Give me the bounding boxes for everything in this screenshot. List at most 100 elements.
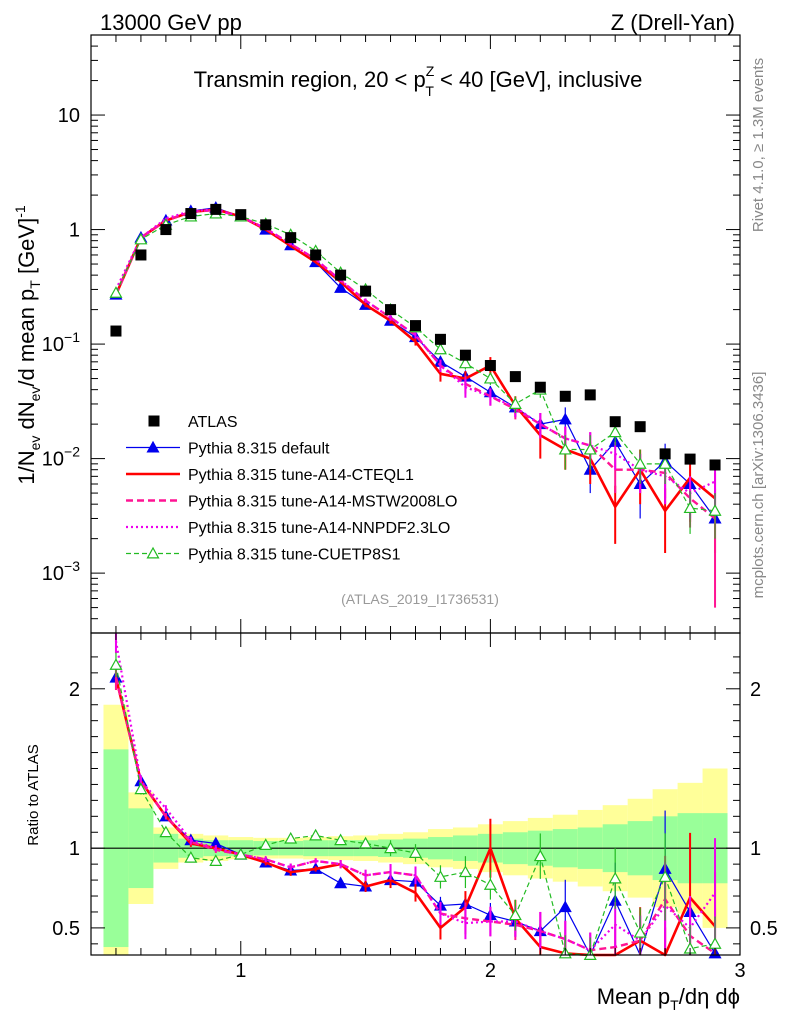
atlas-point: [285, 232, 297, 244]
ratio-point-cuetp8s1: [433, 870, 447, 882]
ratio-y-tick-label: 2: [69, 679, 80, 701]
legend-marker-cuetp8s1: [146, 546, 160, 559]
legend-label-default: Pythia 8.315 default: [188, 441, 330, 458]
main-y-tick-labels: 10 1 10−1 10−2 10−3: [42, 105, 80, 585]
atlas-point: [385, 304, 397, 316]
ratio-point-cuetp8s1: [309, 828, 323, 841]
legend-label-mstw: Pythia 8.315 tune-A14-MSTW2008LO: [188, 494, 457, 511]
atlas-point: [509, 371, 521, 383]
main-axis-ticks: [91, 34, 740, 634]
mcplots-credit: mcplots.cern.ch [arXiv:1306.3436]: [750, 372, 767, 599]
atlas-point: [434, 333, 446, 345]
x-tick-label: 3: [734, 960, 745, 982]
y-axis-title: 1/Nev dNev/d mean pT [GeV]-1: [12, 205, 43, 485]
legend-marker-atlas: [148, 415, 160, 427]
point-default: [334, 281, 348, 293]
point-cuetp8s1: [134, 232, 148, 245]
ratio-point-cuetp8s1: [159, 825, 173, 838]
legend-label-cteql1: Pythia 8.315 tune-A14-CTEQL1: [188, 467, 414, 484]
point-cuetp8s1: [658, 457, 672, 469]
y-tick-label: 1: [69, 220, 80, 242]
ratio-point-default: [334, 876, 348, 889]
ratio-point-cuetp8s1: [109, 658, 123, 670]
legend: ATLAS Pythia 8.315 default Pythia 8.315 tu…: [126, 414, 457, 564]
atlas-point: [110, 325, 122, 337]
ratio-point-cuetp8s1: [284, 831, 298, 844]
ratio-point-cuetp8s1: [658, 870, 672, 882]
ratio-point-cuetp8s1: [708, 937, 722, 949]
atlas-point: [410, 320, 421, 332]
atlas-data-markers: [110, 203, 721, 471]
ratio-point-cuetp8s1: [209, 854, 223, 866]
ratio-frame: [90, 632, 741, 956]
atlas-point: [459, 349, 471, 361]
collision-label: 13000 GeV pp: [100, 10, 242, 35]
ratio-uncertainty-bands: [91, 704, 740, 955]
ratio-point-cuetp8s1: [608, 871, 622, 884]
y-tick-label: 10−2: [42, 444, 80, 471]
ratio-point-cuetp8s1: [508, 908, 522, 921]
ratio-series: [109, 633, 722, 961]
ratio-point-cuetp8s1: [334, 833, 348, 846]
ratio-point-cuetp8s1: [633, 925, 647, 938]
atlas-point: [484, 360, 496, 372]
atlas-point: [584, 389, 596, 401]
atlas-point: [260, 219, 272, 231]
legend-label-nnpdf: Pythia 8.315 tune-A14-NNPDF2.3LO: [188, 520, 450, 537]
ratio-point-cuetp8s1: [483, 878, 497, 890]
atlas-point: [709, 459, 721, 471]
atlas-point: [609, 416, 621, 428]
point-cuetp8s1: [583, 442, 597, 455]
point-cuetp8s1: [708, 504, 722, 516]
x-tick-label: 2: [485, 960, 496, 982]
atlas-point: [634, 421, 646, 433]
atlas-point: [135, 249, 147, 261]
atlas-point: [160, 224, 172, 236]
ratio-point-cuetp8s1: [359, 836, 373, 849]
process-label: Z (Drell-Yan): [611, 10, 735, 35]
ratio-point-cuetp8s1: [384, 841, 398, 854]
legend-entry-cteql1: Pythia 8.315 tune-A14-CTEQL1: [126, 467, 414, 484]
y-tick-label: 10−3: [42, 558, 80, 585]
legend-marker-default: [146, 440, 160, 453]
ratio-point-cuetp8s1: [408, 846, 423, 858]
ratio-y-axis-title: Ratio to ATLAS: [25, 744, 42, 845]
atlas-point: [559, 390, 571, 402]
legend-entry-cuetp8s1: Pythia 8.315 tune-CUETP8S1: [126, 547, 401, 564]
point-cuetp8s1: [508, 397, 522, 409]
ratio-y-tick-label-right: 2: [750, 679, 761, 701]
legend-entry-nnpdf: Pythia 8.315 tune-A14-NNPDF2.3LO: [126, 520, 450, 537]
ratio-point-cuetp8s1: [184, 851, 198, 863]
point-cuetp8s1: [458, 356, 472, 369]
ratio-tick-labels: 0.5 0.5 1 1 2 2 1 2 3: [52, 679, 778, 982]
point-default: [558, 412, 572, 425]
legend-label-atlas: ATLAS: [188, 414, 238, 431]
atlas-point: [310, 249, 322, 261]
legend-entry-default: Pythia 8.315 default: [126, 441, 330, 458]
atlas-point: [534, 381, 546, 393]
x-tick-label: 1: [235, 960, 246, 982]
ratio-y-tick-label: 0.5: [52, 918, 80, 940]
series-cuetp8s1: [109, 206, 722, 539]
point-cuetp8s1: [633, 457, 647, 469]
ratio-point-cuetp8s1: [134, 782, 148, 795]
ratio-y-tick-label: 1: [69, 838, 80, 860]
legend-entry-mstw: Pythia 8.315 tune-A14-MSTW2008LO: [126, 494, 457, 511]
x-axis-title: Mean pT/dη dϕ: [597, 984, 740, 1013]
ratio-point-cuetp8s1: [259, 838, 273, 851]
atlas-point: [335, 269, 347, 281]
atlas-point: [360, 285, 372, 297]
chart-title: Transmin region, 20 < pZ T < 40 [GeV], in…: [194, 63, 643, 99]
point-cuetp8s1: [433, 342, 447, 355]
atlas-point: [185, 208, 197, 220]
ratio-point-cuetp8s1: [458, 865, 472, 878]
ratio-point-default: [558, 900, 572, 913]
y-tick-label: 10: [58, 105, 80, 127]
ratio-series-nnpdf: [114, 633, 717, 955]
analysis-watermark: (ATLAS_2019_I1736531): [341, 591, 499, 607]
ratio-y-tick-label-right: 0.5: [750, 918, 778, 940]
point-cuetp8s1: [109, 286, 123, 298]
rivet-version: Rivet 4.1.0, ≥ 1.3M events: [750, 58, 767, 232]
atlas-point: [235, 209, 247, 221]
point-cuetp8s1: [683, 501, 697, 514]
